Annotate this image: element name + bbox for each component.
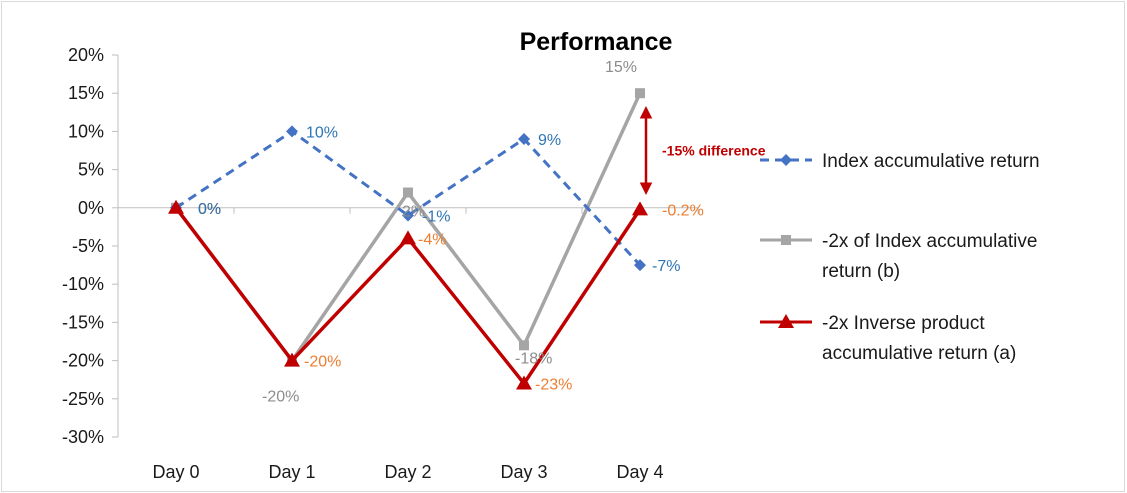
data-point-marker bbox=[780, 154, 792, 166]
x-tick-label: Day 0 bbox=[152, 462, 199, 482]
data-label: -23% bbox=[535, 377, 572, 394]
series-lines bbox=[168, 88, 648, 390]
y-tick-label: -25% bbox=[62, 389, 104, 409]
x-tick-label: Day 4 bbox=[616, 462, 663, 482]
x-tick-label: Day 2 bbox=[384, 462, 431, 482]
data-point-marker bbox=[518, 133, 530, 146]
data-point-marker bbox=[400, 230, 416, 245]
data-label: 0% bbox=[198, 201, 221, 218]
data-point-marker bbox=[168, 199, 184, 214]
y-tick-label: 20% bbox=[68, 45, 104, 65]
legend-label: -2x Inverse product bbox=[822, 313, 985, 334]
axes: 20% 15% 10% 5% 0% -5% -10% -15% -20% -25% -30% Day … bbox=[62, 45, 699, 482]
data-label: 0% bbox=[198, 201, 221, 218]
data-point-marker bbox=[635, 88, 645, 99]
data-labels: 0%-20%2%-18%15%0%-20%-4%-23%-0.2%0%10%-1… bbox=[198, 59, 704, 405]
annotation-label: -15% difference bbox=[662, 143, 766, 159]
y-tick-label: -20% bbox=[62, 351, 104, 371]
legend: Index accumulative return -2x of Index ac… bbox=[760, 151, 1040, 364]
data-label: -4% bbox=[418, 231, 446, 248]
y-tick-label: 5% bbox=[78, 160, 104, 180]
data-label: -20% bbox=[304, 354, 341, 371]
x-tick-label: Day 3 bbox=[500, 462, 547, 482]
legend-label: accumulative return (a) bbox=[822, 343, 1016, 364]
data-label: 15% bbox=[605, 59, 637, 76]
legend-label: return (b) bbox=[822, 261, 900, 282]
chart-title: Performance bbox=[520, 28, 673, 56]
y-tick-label: -10% bbox=[62, 274, 104, 294]
data-point-marker bbox=[403, 187, 413, 198]
series-line bbox=[175, 129, 642, 267]
data-label: -7% bbox=[652, 258, 680, 275]
y-tick-label: 15% bbox=[68, 83, 104, 103]
data-point-marker bbox=[632, 201, 648, 216]
data-point-marker bbox=[634, 259, 646, 272]
data-label: -1% bbox=[422, 208, 450, 225]
data-label: -18% bbox=[515, 350, 552, 367]
data-label: 10% bbox=[306, 124, 338, 141]
data-label: -0.2% bbox=[662, 202, 704, 219]
y-tick-label: 10% bbox=[68, 121, 104, 141]
series-line bbox=[174, 92, 642, 364]
data-label: 9% bbox=[538, 132, 561, 149]
y-tick-label: -5% bbox=[72, 236, 104, 256]
data-point-marker bbox=[778, 314, 794, 328]
annotation: -15% difference bbox=[639, 105, 766, 196]
data-point-marker bbox=[286, 125, 298, 138]
data-point-marker bbox=[781, 235, 791, 245]
data-point-marker bbox=[402, 209, 414, 222]
data-point-marker bbox=[284, 352, 300, 367]
legend-label: Index accumulative return bbox=[822, 151, 1040, 172]
data-label: 2% bbox=[402, 204, 425, 221]
data-label: -20% bbox=[262, 389, 299, 406]
y-tick-label: -30% bbox=[62, 427, 104, 447]
data-point-marker bbox=[516, 375, 532, 390]
x-tick-label: Day 1 bbox=[268, 462, 315, 482]
data-point-marker bbox=[519, 340, 529, 351]
y-tick-label: 0% bbox=[78, 198, 104, 218]
y-tick-label: -15% bbox=[62, 312, 104, 332]
legend-label: -2x of Index accumulative bbox=[822, 231, 1037, 252]
data-label: 0% bbox=[198, 201, 221, 218]
